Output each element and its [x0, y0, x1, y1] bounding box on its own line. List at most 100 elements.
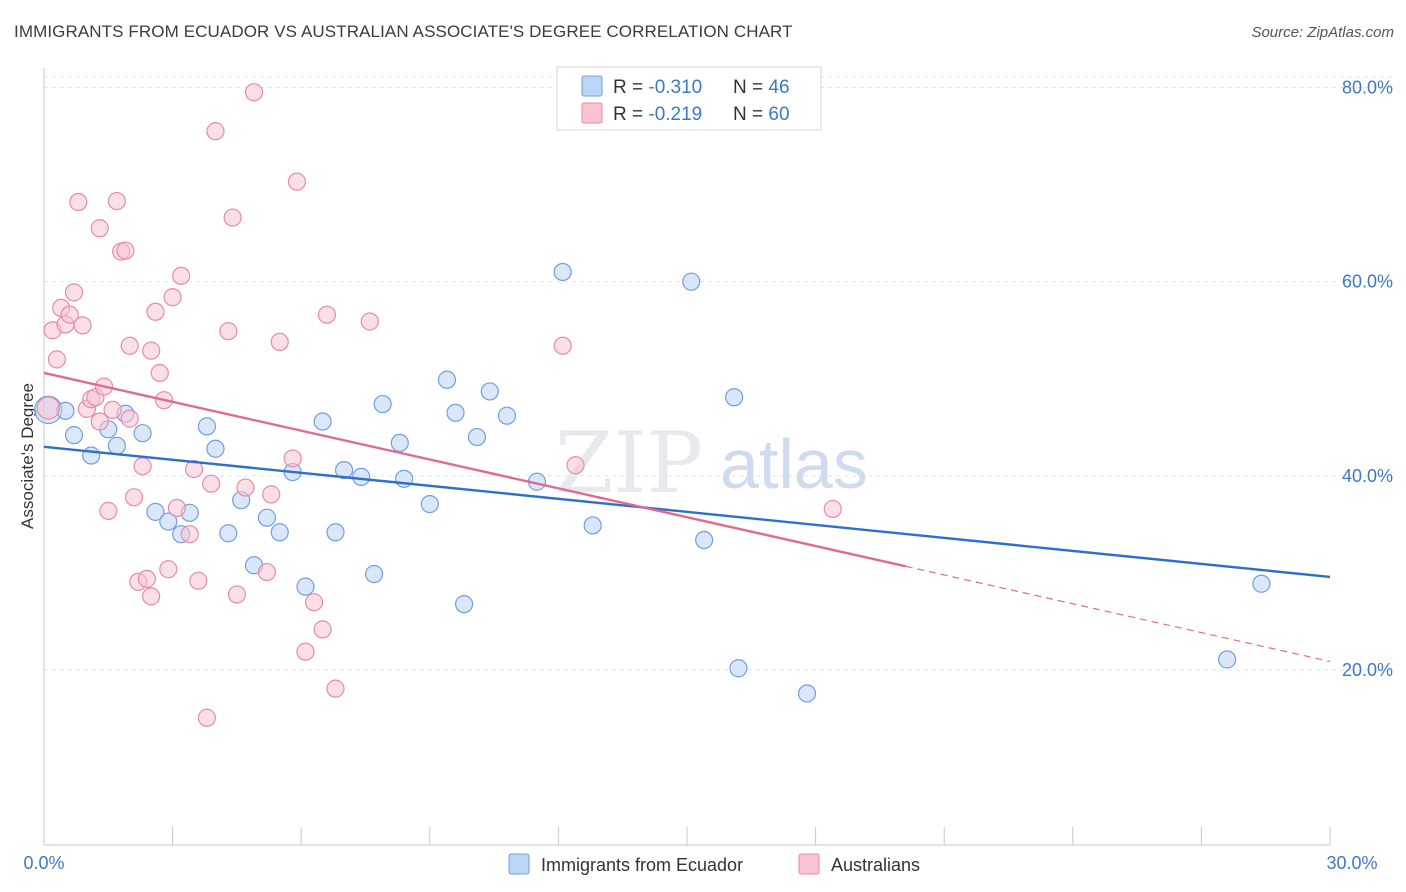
- point-australians-59: [823, 499, 842, 519]
- point-australians-34: [172, 266, 191, 285]
- point-ecuador-44: [1218, 650, 1237, 669]
- trend-line-australians-extension: [905, 565, 1331, 663]
- point-australians-2: [47, 350, 66, 369]
- point-australians-44: [236, 478, 255, 497]
- series-legend-ecuador: Immigrants from Ecuador: [541, 855, 743, 875]
- point-australians-25: [137, 569, 156, 588]
- point-australians-38: [197, 708, 216, 727]
- x-minor-ticks: [172, 827, 1331, 845]
- point-ecuador-3: [82, 446, 101, 465]
- point-australians-26: [142, 341, 161, 360]
- point-australians-21: [120, 336, 139, 355]
- point-ecuador-20: [296, 577, 315, 596]
- y-tick-labels: 20.0% 40.0% 60.0% 80.0%: [1342, 77, 1393, 680]
- point-ecuador-32: [454, 595, 474, 614]
- point-australians-15: [99, 501, 118, 520]
- point-australians-35: [180, 525, 199, 544]
- y-axis-label: Associate's Degree: [18, 383, 37, 529]
- series-legend-swatch-ecuador: [508, 853, 530, 875]
- point-ecuador-37: [553, 262, 572, 282]
- point-ecuador-21: [313, 412, 332, 431]
- source-label: Source: ZipAtlas.com: [1251, 24, 1394, 41]
- legend-n-label-australians: N =: [733, 104, 768, 125]
- point-ecuador-7: [133, 424, 152, 443]
- point-ecuador-25: [364, 564, 384, 584]
- point-ecuador-35: [497, 406, 517, 425]
- point-ecuador-27: [390, 433, 409, 453]
- point-australians-32: [163, 288, 182, 307]
- point-ecuador-40: [695, 530, 714, 550]
- point-australians-27: [142, 587, 161, 606]
- legend-n-australians: N = 60: [733, 104, 790, 125]
- series-legend-swatch-australians: [798, 853, 820, 875]
- point-australians-6: [64, 283, 84, 302]
- trend-line-australians: [43, 371, 906, 568]
- y-tick-label-0: 20.0%: [1342, 660, 1393, 680]
- point-australians-53: [317, 305, 337, 324]
- legend-r-value-ecuador: -0.310: [648, 77, 702, 98]
- point-ecuador-24: [352, 467, 371, 486]
- x-tick-labels: 0.0% 30.0%: [23, 853, 1377, 873]
- legend-row-ecuador: R = -0.310: [613, 77, 702, 98]
- point-australians-52: [313, 620, 332, 639]
- point-australians-39: [202, 474, 221, 493]
- point-australians-55: [244, 83, 264, 102]
- point-australians-0: [36, 396, 60, 420]
- point-australians-37: [189, 571, 208, 590]
- point-australians-33: [167, 498, 186, 518]
- point-australians-36: [184, 460, 204, 479]
- point-ecuador-5: [107, 436, 126, 455]
- point-australians-8: [73, 316, 92, 335]
- point-ecuador-8: [146, 502, 165, 521]
- point-australians-5: [60, 305, 79, 324]
- chart-title: IMMIGRANTS FROM ECUADOR VS AUSTRALIAN AS…: [14, 22, 793, 41]
- point-ecuador-41: [725, 388, 744, 407]
- series-legend: Immigrants from Ecuador Australians: [508, 853, 920, 875]
- point-ecuador-30: [437, 370, 457, 389]
- axes: [43, 68, 1331, 846]
- point-australians-40: [206, 122, 225, 141]
- point-australians-22: [124, 488, 144, 507]
- point-australians-45: [257, 562, 277, 582]
- point-australians-20: [120, 409, 139, 428]
- point-ecuador-22: [326, 523, 345, 542]
- point-australians-24: [133, 457, 152, 476]
- point-ecuador-9: [159, 512, 178, 531]
- legend-swatch-australians: [581, 102, 603, 124]
- legend-row-australians: R = -0.219: [613, 104, 702, 125]
- point-australians-48: [283, 449, 302, 468]
- legend-r-label-ecuador: R =: [613, 77, 648, 98]
- point-australians-12: [90, 412, 109, 431]
- point-ecuador-12: [197, 417, 216, 436]
- point-ecuador-2: [64, 426, 84, 445]
- stats-legend: R = -0.310 N = 46 R = -0.219 N = 60: [556, 66, 822, 131]
- point-australians-41: [219, 322, 238, 341]
- point-australians-47: [270, 332, 289, 351]
- point-ecuador-18: [270, 523, 289, 542]
- point-australians-17: [107, 191, 126, 211]
- point-australians-54: [326, 679, 345, 698]
- point-australians-29: [150, 363, 169, 383]
- point-australians-56: [360, 312, 379, 331]
- point-australians-51: [304, 593, 324, 612]
- legend-r-value-australians: -0.219: [648, 104, 702, 125]
- point-ecuador-39: [682, 272, 701, 291]
- legend-n-ecuador: N = 46: [733, 77, 790, 98]
- point-ecuador-33: [467, 427, 487, 447]
- point-australians-28: [146, 302, 165, 321]
- point-ecuador-42: [729, 659, 748, 678]
- point-australians-49: [287, 172, 307, 191]
- y-tick-label-3: 80.0%: [1342, 77, 1393, 97]
- x-tick-min: 0.0%: [23, 853, 64, 873]
- point-ecuador-45: [1252, 574, 1271, 593]
- legend-n-value-ecuador: 46: [768, 77, 789, 98]
- point-australians-50: [296, 642, 315, 661]
- point-australians-42: [223, 208, 242, 227]
- trend-line-ecuador: [43, 445, 1331, 579]
- y-tick-label-1: 40.0%: [1342, 466, 1393, 486]
- point-ecuador-43: [797, 684, 817, 703]
- series-legend-australians: Australians: [831, 855, 920, 875]
- point-ecuador-14: [219, 524, 238, 543]
- y-tick-label-2: 60.0%: [1342, 272, 1393, 292]
- point-australians-46: [262, 485, 281, 504]
